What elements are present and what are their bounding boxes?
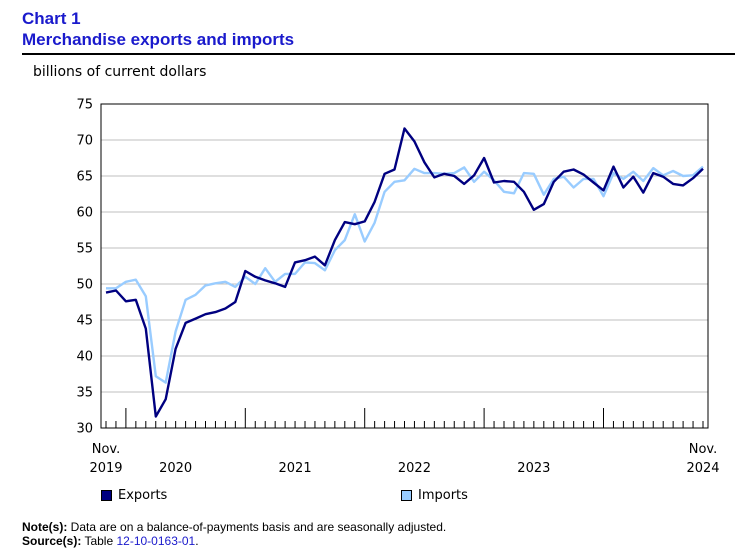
title-divider: [22, 53, 735, 55]
note-label: Note(s):: [22, 520, 68, 534]
x-tick-label-month: Nov.: [92, 442, 121, 457]
y-tick-label-50: 50: [76, 278, 93, 293]
chart-notes: Note(s): Data are on a balance-of-paymen…: [22, 520, 446, 548]
x-tick-label-2021: 2021: [279, 461, 312, 476]
note-line: Note(s): Data are on a balance-of-paymen…: [22, 520, 446, 534]
x-axis-ticks: Nov. 2019 2020 2021 2022 2023 Nov. 2024: [89, 408, 720, 476]
x-tick-label-2022: 2022: [398, 461, 431, 476]
source-line: Source(s): Table 12-10-0163-01.: [22, 534, 446, 548]
source-table-link[interactable]: 12-10-0163-01: [116, 534, 196, 548]
chart-title: Merchandise exports and imports: [22, 30, 295, 49]
y-axis-ticks: 30 35 40 45 50 55 60 65 70 75: [76, 98, 93, 437]
series-line-exports: [105, 127, 704, 418]
y-tick-label-60: 60: [76, 206, 93, 221]
y-tick-label-40: 40: [76, 350, 93, 365]
legend-exports: Exports: [101, 488, 167, 503]
y-tick-label-35: 35: [76, 386, 93, 401]
y-tick-label-75: 75: [76, 98, 93, 113]
source-end: .: [195, 534, 199, 548]
y-tick-label-55: 55: [76, 242, 93, 257]
legend-exports-swatch: [101, 490, 112, 501]
x-tick-label-month: Nov.: [689, 442, 718, 457]
chart-number: Chart 1: [22, 9, 81, 28]
y-tick-label-65: 65: [76, 170, 93, 185]
note-text: Data are on a balance-of-payments basis …: [67, 520, 447, 534]
legend-imports: Imports: [401, 488, 468, 503]
source-label: Source(s):: [22, 534, 82, 548]
legend-exports-label: Exports: [118, 488, 168, 503]
x-tick-label-2023: 2023: [517, 461, 550, 476]
legend-imports-swatch: [401, 490, 412, 501]
x-tick-label-2019: 2019: [89, 461, 122, 476]
y-axis-unit-label: billions of current dollars: [33, 64, 207, 80]
y-tick-label-70: 70: [76, 134, 93, 149]
legend-imports-label: Imports: [418, 488, 468, 503]
source-text: Table: [81, 534, 117, 548]
y-tick-label-45: 45: [76, 314, 93, 329]
gridlines: [101, 139, 708, 393]
x-tick-label-2024: 2024: [686, 461, 719, 476]
plot-frame: [100, 103, 709, 429]
x-tick-label-2020: 2020: [159, 461, 192, 476]
series-lines: [105, 127, 704, 418]
series-line-imports: [106, 165, 704, 384]
y-tick-label-30: 30: [76, 422, 93, 437]
